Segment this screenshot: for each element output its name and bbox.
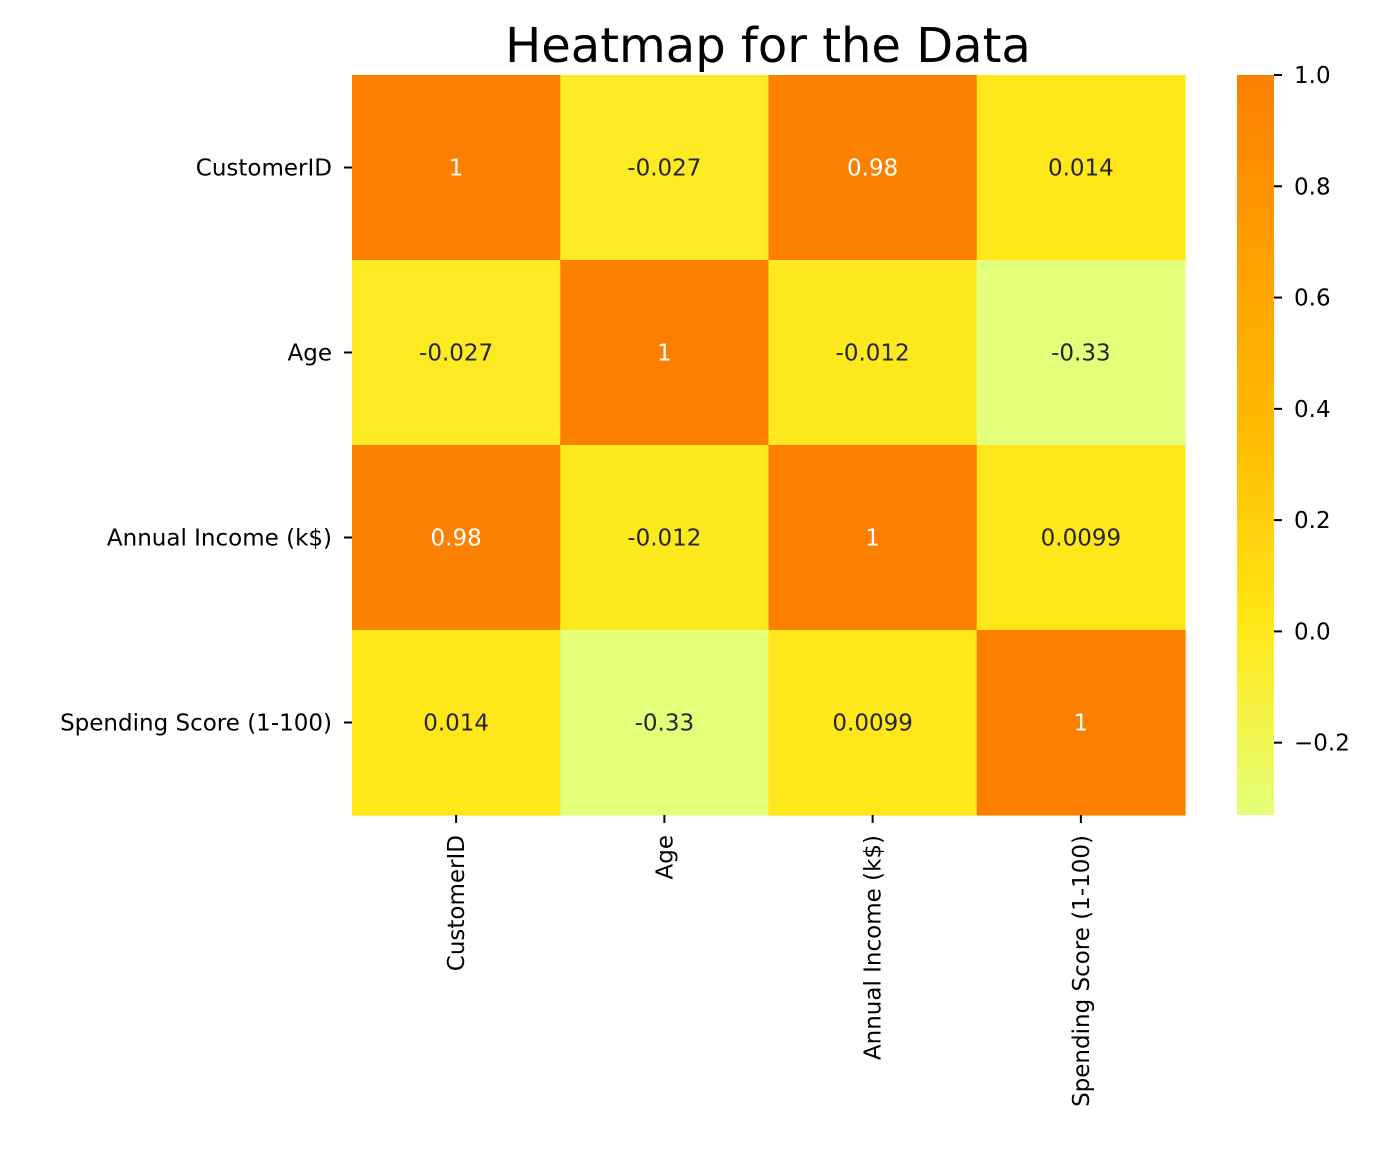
heatmap-cell-r0-c2	[768, 75, 978, 261]
chart-title: Heatmap for the Data	[505, 18, 1031, 74]
heatmap-cell-r3-c1	[560, 630, 770, 816]
cell-annotation-r2-c2: 1	[865, 526, 880, 552]
heatmap-cell-r1-c2	[768, 260, 978, 446]
cell-annotation-r1-c1: 1	[657, 341, 672, 367]
colorbar-tick-label-4: 0.2	[1294, 508, 1331, 534]
cell-annotation-r3-c3: 1	[1074, 711, 1089, 737]
cell-annotation-r0-c0: 1	[449, 156, 464, 182]
cell-annotation-r2-c1: -0.012	[627, 526, 701, 552]
colorbar-tick-label-3: 0.4	[1294, 397, 1331, 423]
cell-annotation-r2-c3: 0.0099	[1041, 526, 1121, 552]
cell-annotation-r3-c2: 0.0099	[832, 711, 912, 737]
x-tick-label-0: CustomerID	[444, 835, 470, 971]
colorbar: 1.0 0.8 0.6 0.4 0.2 0.0 −0.2	[1237, 63, 1350, 815]
colorbar-gradient	[1237, 75, 1274, 815]
cell-annotation-r3-c1: -0.33	[635, 711, 695, 737]
cell-annotation-r1-c2: -0.012	[836, 341, 910, 367]
x-axis: CustomerID Age Annual Income (k$) Spending …	[444, 815, 1095, 1107]
colorbar-tick-label-6: −0.2	[1294, 731, 1350, 757]
colorbar-tick-label-1: 0.8	[1294, 174, 1331, 200]
heatmap-cell-r3-c2	[768, 630, 978, 816]
heatmap-cell-r3-c0	[352, 630, 561, 816]
cell-annotation-r3-c0: 0.014	[423, 711, 489, 737]
y-tick-label-3: Spending Score (1-100)	[60, 711, 332, 737]
heatmap-cell-r0-c1	[560, 75, 770, 261]
y-axis: CustomerID Age Annual Income (k$) Spending …	[60, 156, 352, 737]
x-tick-label-1: Age	[652, 835, 678, 879]
heatmap-cell-r2-c1	[560, 445, 770, 631]
heatmap-cell-r1-c3	[976, 260, 1186, 446]
heatmap-cell-r1-c1	[560, 260, 770, 446]
heatmap-cell-r0-c0	[352, 75, 561, 261]
cell-annotation-r0-c1: -0.027	[627, 156, 701, 182]
heatmap-cell-r2-c2	[768, 445, 978, 631]
colorbar-tick-label-2: 0.6	[1294, 286, 1331, 312]
heatmap-cell-r2-c0	[352, 445, 561, 631]
cell-annotations: 1 -0.027 0.98 0.014 -0.027 1 -0.012 -0.33 0.98 -0…	[419, 156, 1121, 737]
cell-annotation-r1-c0: -0.027	[419, 341, 493, 367]
x-tick-label-2: Annual Income (k$)	[861, 835, 887, 1060]
x-tick-label-3: Spending Score (1-100)	[1069, 835, 1095, 1107]
heatmap-cell-r1-c0	[352, 260, 561, 446]
y-tick-label-2: Annual Income (k$)	[107, 526, 332, 552]
heatmap-cell-r3-c3	[976, 630, 1186, 816]
cell-annotation-r0-c3: 0.014	[1048, 156, 1114, 182]
colorbar-tick-label-0: 1.0	[1294, 63, 1331, 89]
heatmap-cells	[352, 75, 1186, 816]
y-tick-label-0: CustomerID	[196, 156, 332, 182]
heatmap-cell-r0-c3	[976, 75, 1186, 261]
heatmap-cell-r2-c3	[976, 445, 1186, 631]
cell-annotation-r1-c3: -0.33	[1051, 341, 1111, 367]
cell-annotation-r2-c0: 0.98	[431, 526, 482, 552]
y-tick-label-1: Age	[288, 341, 332, 367]
colorbar-tick-label-5: 0.0	[1294, 619, 1331, 645]
cell-annotation-r0-c2: 0.98	[847, 156, 898, 182]
